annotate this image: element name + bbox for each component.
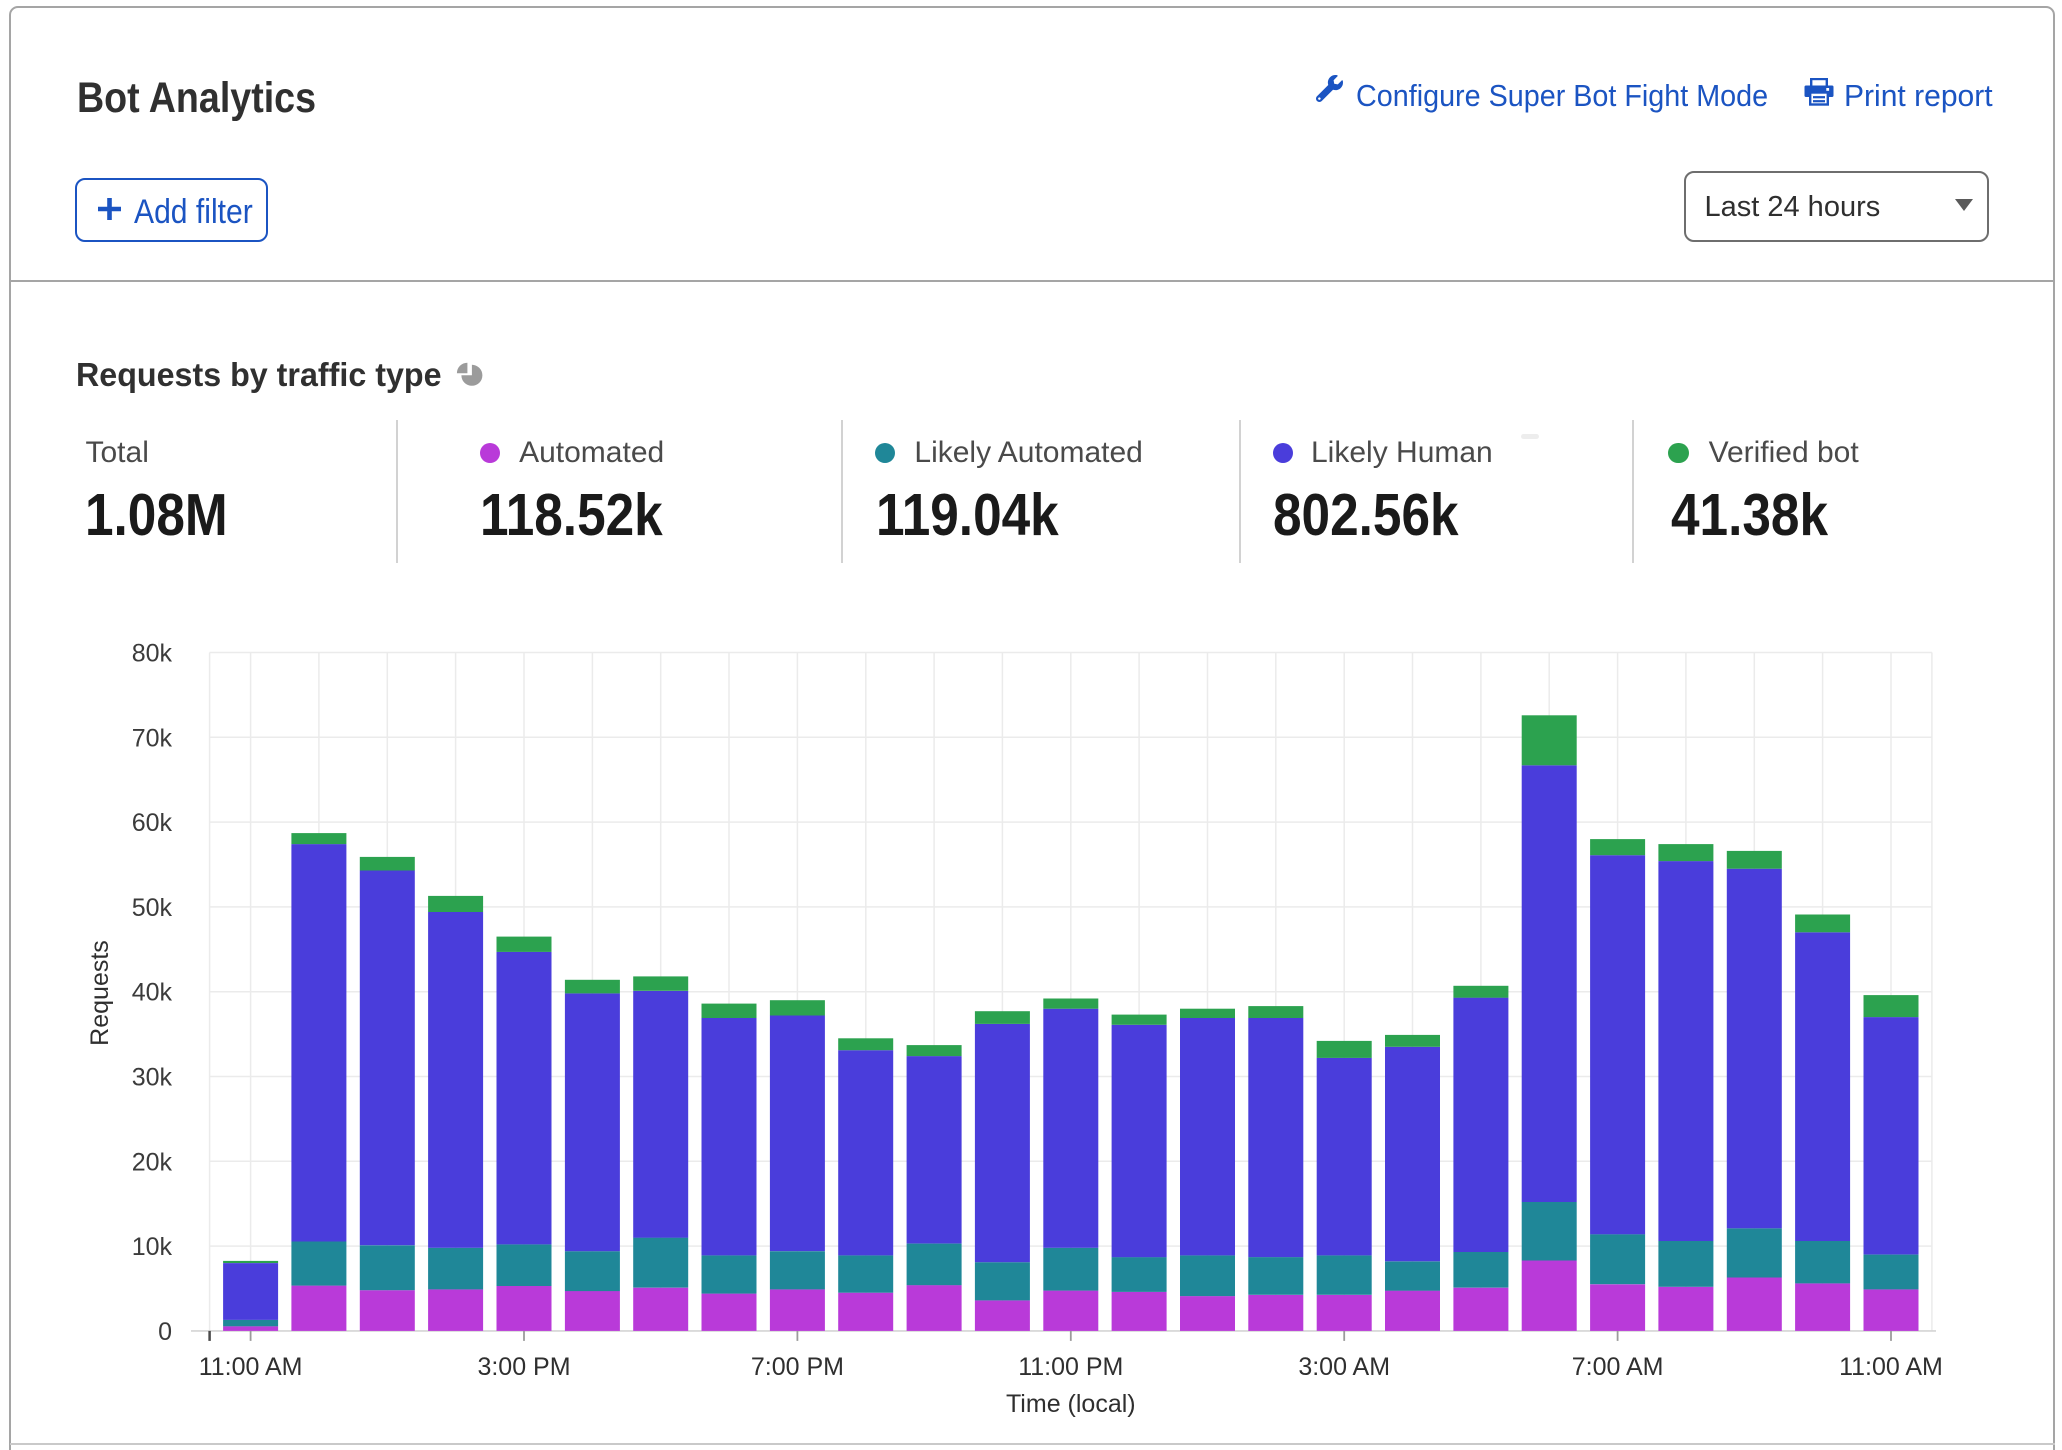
svg-text:3:00 AM: 3:00 AM xyxy=(1298,1353,1390,1381)
svg-text:50k: 50k xyxy=(132,894,173,922)
svg-text:80k: 80k xyxy=(132,640,173,668)
svg-text:3:00 PM: 3:00 PM xyxy=(477,1353,570,1381)
svg-text:11:00 AM: 11:00 AM xyxy=(199,1353,303,1381)
svg-text:7:00 PM: 7:00 PM xyxy=(751,1353,844,1381)
svg-text:10k: 10k xyxy=(132,1233,173,1261)
svg-text:Time (local): Time (local) xyxy=(1006,1390,1136,1418)
svg-text:20k: 20k xyxy=(132,1148,173,1176)
svg-text:11:00 PM: 11:00 PM xyxy=(1018,1353,1123,1381)
svg-text:30k: 30k xyxy=(132,1064,173,1092)
svg-text:0: 0 xyxy=(158,1318,172,1346)
svg-text:60k: 60k xyxy=(132,809,173,837)
svg-text:70k: 70k xyxy=(132,724,173,752)
svg-text:40k: 40k xyxy=(132,979,173,1007)
svg-text:Requests: Requests xyxy=(86,940,114,1046)
svg-text:11:00 AM: 11:00 AM xyxy=(1839,1353,1943,1381)
svg-text:7:00 AM: 7:00 AM xyxy=(1572,1353,1664,1381)
